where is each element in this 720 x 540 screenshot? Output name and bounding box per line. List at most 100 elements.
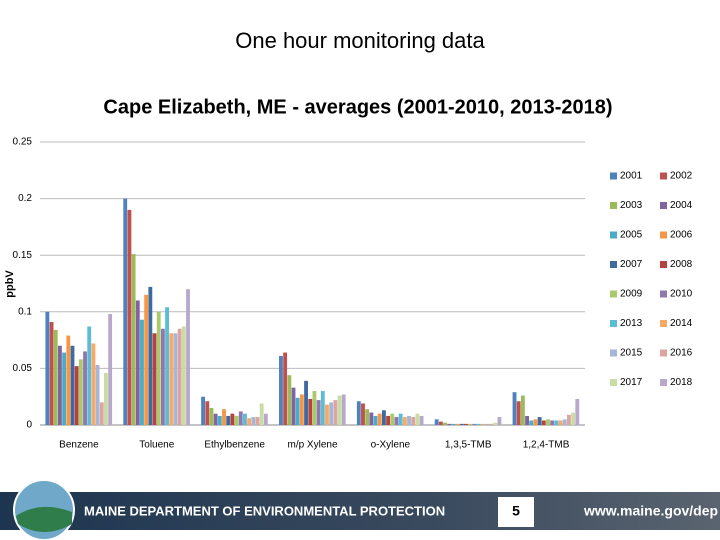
bar xyxy=(243,413,247,425)
legend-label: 2017 xyxy=(620,377,643,388)
bar xyxy=(468,423,473,425)
bar xyxy=(529,420,534,425)
legend-label: 2016 xyxy=(670,348,693,359)
bar xyxy=(205,401,210,425)
bar xyxy=(459,423,464,425)
legend-swatch xyxy=(660,172,667,180)
legend-swatch xyxy=(610,349,617,357)
y-tick-label: 0.15 xyxy=(13,250,33,261)
legend-label: 2010 xyxy=(670,289,693,300)
bar xyxy=(108,314,113,425)
bar xyxy=(447,423,452,425)
slide-title: One hour monitoring data xyxy=(235,28,485,53)
footer-url: www.maine.gov/dep xyxy=(583,503,718,519)
bar xyxy=(316,400,321,425)
legend-label: 2018 xyxy=(670,377,693,388)
bar xyxy=(312,391,317,425)
bar xyxy=(571,412,576,425)
x-tick-label: 1,2,4-TMB xyxy=(523,440,570,451)
bar xyxy=(377,413,382,425)
bar xyxy=(131,254,136,425)
bar xyxy=(381,410,386,425)
x-tick-label: Ethylbenzene xyxy=(204,440,265,451)
bar xyxy=(78,359,83,425)
bar xyxy=(516,401,521,425)
bar xyxy=(325,404,329,425)
bar xyxy=(434,419,439,425)
legend-swatch xyxy=(610,320,617,327)
legend-swatch xyxy=(660,379,667,386)
legend-label: 2001 xyxy=(620,171,643,182)
bar xyxy=(140,319,144,425)
bar xyxy=(45,311,50,425)
legend-swatch xyxy=(660,290,667,298)
legend-label: 2003 xyxy=(620,200,643,211)
bar xyxy=(279,355,283,425)
bar xyxy=(390,413,395,425)
bar xyxy=(476,423,481,425)
bar xyxy=(484,423,489,425)
bar xyxy=(165,307,170,425)
bar xyxy=(438,421,443,425)
bar xyxy=(217,415,222,425)
bar xyxy=(291,387,296,425)
bar xyxy=(70,345,75,425)
bar xyxy=(186,289,190,425)
bar xyxy=(402,417,407,425)
bar xyxy=(443,422,447,425)
bar xyxy=(464,423,468,425)
bar xyxy=(472,423,477,425)
bar xyxy=(329,402,334,425)
bar xyxy=(304,380,308,425)
bar xyxy=(512,392,517,425)
bar xyxy=(226,415,231,425)
bar xyxy=(566,414,571,425)
bar xyxy=(247,418,252,425)
bar xyxy=(369,412,374,425)
legend-swatch xyxy=(610,379,617,386)
bar xyxy=(419,415,424,425)
footer-band xyxy=(0,492,720,530)
y-tick-label: 0.05 xyxy=(13,363,33,374)
legend-swatch xyxy=(610,261,617,268)
bar xyxy=(123,198,128,425)
bar xyxy=(520,395,525,425)
bar xyxy=(53,329,58,425)
bar xyxy=(58,345,62,425)
y-axis-label: ppbV xyxy=(4,270,16,298)
x-tick-label: Toluene xyxy=(139,440,174,451)
bar xyxy=(415,413,420,425)
bar xyxy=(251,417,256,425)
legend-swatch xyxy=(660,349,667,357)
bar xyxy=(213,413,218,425)
bar xyxy=(135,300,140,425)
legend-swatch xyxy=(660,320,667,327)
bar xyxy=(99,402,104,425)
bar xyxy=(173,333,178,425)
bar xyxy=(525,415,529,425)
bar xyxy=(489,423,493,425)
y-tick-label: 0.25 xyxy=(13,137,33,148)
bar xyxy=(533,419,538,425)
bar xyxy=(337,395,342,425)
y-tick-label: 0 xyxy=(26,420,32,431)
legend-swatch xyxy=(610,172,617,180)
bar xyxy=(361,403,365,425)
bar xyxy=(255,417,260,425)
legend-label: 2015 xyxy=(620,348,643,359)
bar xyxy=(398,413,403,425)
bar xyxy=(156,311,161,425)
bar xyxy=(95,365,100,425)
bar xyxy=(394,417,399,425)
legend-swatch xyxy=(610,290,617,298)
bar xyxy=(234,415,239,425)
bar xyxy=(49,321,54,425)
bar xyxy=(562,419,567,425)
bar xyxy=(550,420,555,425)
bar xyxy=(152,333,157,425)
x-tick-label: m/p Xylene xyxy=(287,440,337,451)
bar xyxy=(144,294,149,425)
bar xyxy=(497,417,502,425)
bar xyxy=(558,420,563,425)
bar xyxy=(295,397,300,425)
